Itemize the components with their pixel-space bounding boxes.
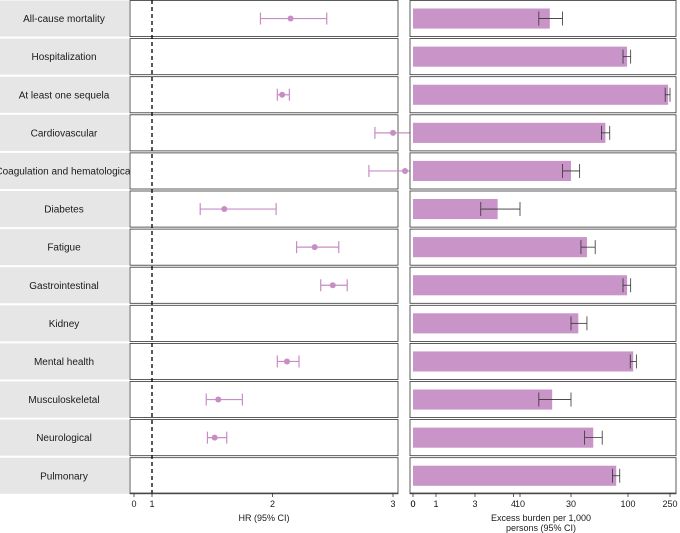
hr-point xyxy=(402,167,409,174)
bar xyxy=(413,122,606,143)
label-cell xyxy=(0,381,129,418)
category-label: Cardiovascular xyxy=(31,128,98,139)
category-label: All-cause mortality xyxy=(23,14,105,25)
x-tick-label: 100 xyxy=(620,499,635,509)
x-tick-label: 10 xyxy=(515,499,525,509)
forest-plot: 0 1 2 3 4 HR (95% CI) xyxy=(129,0,516,523)
x-tick-label: 4 xyxy=(511,499,516,509)
category-labels: All-cause mortality Hospitalization At lea… xyxy=(0,0,133,494)
label-cell xyxy=(0,0,129,37)
forest-panel xyxy=(129,228,399,266)
x-tick-label: 3 xyxy=(390,499,395,509)
hr-point xyxy=(283,358,290,365)
x-tick-label: 0 xyxy=(410,499,415,509)
x-axis-title: HR (95% CI) xyxy=(238,513,289,523)
x-tick-label: 0 xyxy=(131,499,136,509)
label-cell xyxy=(0,38,129,75)
bar xyxy=(413,160,571,181)
category-label: Diabetes xyxy=(44,205,83,216)
hr-point xyxy=(215,396,222,403)
bar xyxy=(413,8,550,29)
hr-point xyxy=(279,91,286,98)
label-cell xyxy=(0,152,129,189)
bar xyxy=(413,46,628,67)
category-label: Hospitalization xyxy=(31,52,96,63)
label-cell xyxy=(0,229,129,266)
forest-panel xyxy=(129,38,399,76)
forest-panel xyxy=(129,190,399,228)
x-tick-label: 1 xyxy=(149,499,154,509)
category-label: Coagulation and hematological xyxy=(0,166,133,177)
category-label: Neurological xyxy=(36,433,92,444)
hr-point xyxy=(221,206,228,213)
category-label: Mental health xyxy=(34,357,94,368)
hr-point xyxy=(211,434,218,441)
category-label: Fatigue xyxy=(47,243,81,254)
label-cell xyxy=(0,305,129,342)
bar xyxy=(413,389,553,410)
category-label: Pulmonary xyxy=(40,471,88,482)
label-cell xyxy=(0,419,129,456)
forest-panel xyxy=(129,152,399,190)
x-axis-title-line1: Excess burden per 1,000 xyxy=(491,513,591,523)
forest-panel xyxy=(129,419,399,457)
hr-point xyxy=(390,129,396,136)
category-label: Kidney xyxy=(49,319,80,330)
label-cell xyxy=(0,457,129,494)
bar xyxy=(413,237,587,258)
bar xyxy=(413,313,579,334)
x-tick-label: 3 xyxy=(472,499,477,509)
x-axis-title-line2: persons (95% CI) xyxy=(506,523,576,533)
forest-panel xyxy=(129,457,399,495)
bar xyxy=(413,427,594,448)
forest-panel xyxy=(129,266,399,304)
category-label: At least one sequela xyxy=(19,90,110,101)
forest-panel xyxy=(129,342,399,380)
x-tick-label: 250 xyxy=(662,499,677,509)
label-cell xyxy=(0,343,129,380)
x-tick-label: 0 xyxy=(410,499,415,509)
hr-point xyxy=(329,282,336,289)
bar xyxy=(413,351,634,372)
forest-panel xyxy=(129,76,399,114)
category-label: Musculoskeletal xyxy=(28,395,99,406)
hr-point xyxy=(287,15,294,22)
forest-panel xyxy=(129,304,399,342)
bar xyxy=(413,84,669,105)
category-label: Gastrointestinal xyxy=(29,281,98,292)
x-tick-label: 1 xyxy=(433,499,438,509)
label-cell xyxy=(0,114,129,151)
label-cell xyxy=(0,191,129,228)
bar xyxy=(413,199,498,220)
label-cell xyxy=(0,76,129,113)
bar xyxy=(413,465,617,486)
label-cell xyxy=(0,267,129,304)
hr-point xyxy=(311,244,318,251)
forest-panel xyxy=(129,114,399,152)
bar xyxy=(413,275,628,296)
x-tick-label: 30 xyxy=(566,499,576,509)
x-tick-label: 2 xyxy=(270,499,275,509)
forest-panel xyxy=(129,381,399,418)
